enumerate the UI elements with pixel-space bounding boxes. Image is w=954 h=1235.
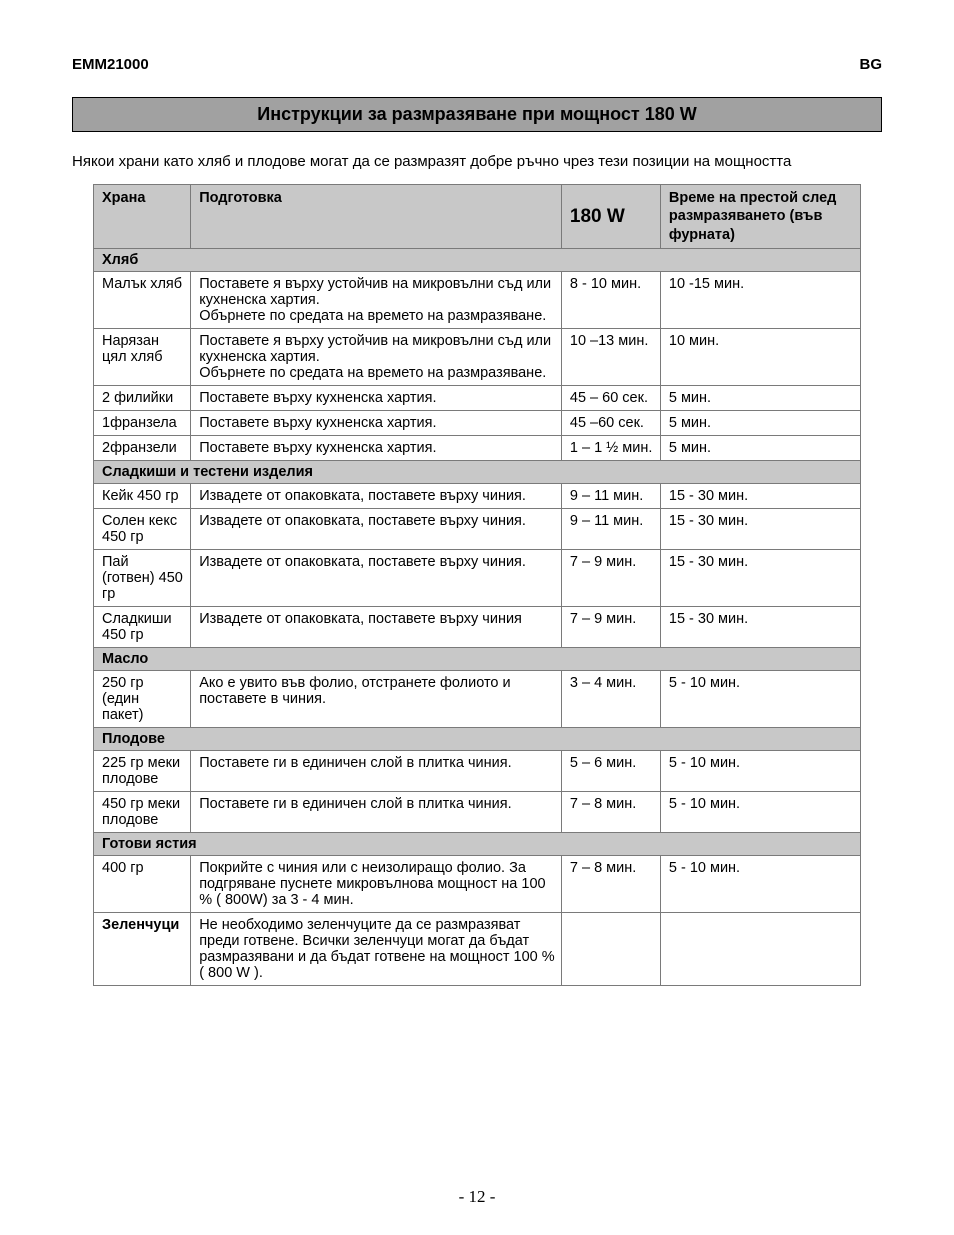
cell-stand: 15 - 30 мин. — [660, 606, 860, 647]
intro-text: Някои храни като хляб и плодове могат да… — [72, 152, 882, 172]
col-header-prep: Подготовка — [191, 185, 562, 248]
section-row: Плодове — [94, 727, 861, 750]
cell-stand: 5 мин. — [660, 410, 860, 435]
cell-power: 7 – 9 мин. — [561, 606, 660, 647]
cell-stand: 15 - 30 мин. — [660, 483, 860, 508]
cell-prep: Поставете върху кухненска хартия. — [191, 410, 562, 435]
cell-prep: Поставете я върху устойчив на микровълни… — [191, 271, 562, 328]
table-row: 1франзелаПоставете върху кухненска харти… — [94, 410, 861, 435]
cell-stand: 15 - 30 мин. — [660, 508, 860, 549]
cell-prep: Покрийте с чиния или с неизолиращо фолио… — [191, 855, 562, 912]
table-row: 2франзелиПоставете върху кухненска харти… — [94, 435, 861, 460]
cell-food: 450 гр меки плодове — [94, 791, 191, 832]
cell-food: Кейк 450 гр — [94, 483, 191, 508]
cell-power: 10 –13 мин. — [561, 328, 660, 385]
cell-power: 9 – 11 мин. — [561, 508, 660, 549]
col-header-food: Храна — [94, 185, 191, 248]
table-row: 225 гр меки плодовеПоставете ги в единич… — [94, 750, 861, 791]
table-row: Малък хлябПоставете я върху устойчив на … — [94, 271, 861, 328]
table-row: Сладкиши 450 грИзвадете от опаковката, п… — [94, 606, 861, 647]
cell-prep: Не необходимо зеленчуците да се размразя… — [191, 912, 562, 985]
cell-prep: Извадете от опаковката, поставете върху … — [191, 508, 562, 549]
cell-prep: Ако е увито във фолио, отстранете фолиот… — [191, 670, 562, 727]
cell-prep: Поставете върху кухненска хартия. — [191, 385, 562, 410]
cell-stand: 10 -15 мин. — [660, 271, 860, 328]
section-row: Сладкиши и тестени изделия — [94, 460, 861, 483]
section-title-cell: Масло — [94, 647, 861, 670]
page-number: - 12 - — [0, 1187, 954, 1207]
cell-stand: 15 - 30 мин. — [660, 549, 860, 606]
table-row: Нарязан цял хлябПоставете я върху устойч… — [94, 328, 861, 385]
cell-stand: 10 мин. — [660, 328, 860, 385]
cell-stand: 5 - 10 мин. — [660, 791, 860, 832]
lang-code: BG — [860, 56, 883, 73]
table-row: 2 филийкиПоставете върху кухненска харти… — [94, 385, 861, 410]
cell-power: 7 – 8 мин. — [561, 855, 660, 912]
cell-food: 225 гр меки плодове — [94, 750, 191, 791]
cell-stand: 5 мин. — [660, 385, 860, 410]
cell-prep: Поставете върху кухненска хартия. — [191, 435, 562, 460]
section-title-cell: Сладкиши и тестени изделия — [94, 460, 861, 483]
section-row: Готови ястия — [94, 832, 861, 855]
table-row: Пай (готвен) 450 грИзвадете от опаковкат… — [94, 549, 861, 606]
cell-power: 45 – 60 сек. — [561, 385, 660, 410]
cell-power: 5 – 6 мин. — [561, 750, 660, 791]
cell-power: 45 –60 сек. — [561, 410, 660, 435]
cell-food: 2франзели — [94, 435, 191, 460]
cell-stand: 5 - 10 мин. — [660, 670, 860, 727]
cell-prep: Извадете от опаковката, поставете върху … — [191, 549, 562, 606]
cell-prep: Поставете я върху устойчив на микровълни… — [191, 328, 562, 385]
table-row: 450 гр меки плодовеПоставете ги в единич… — [94, 791, 861, 832]
cell-stand: 5 мин. — [660, 435, 860, 460]
section-title-cell: Готови ястия — [94, 832, 861, 855]
cell-power: 9 – 11 мин. — [561, 483, 660, 508]
section-title: Инструкции за размразяване при мощност 1… — [72, 97, 882, 132]
table-row: Солен кекс 450 грИзвадете от опаковката,… — [94, 508, 861, 549]
cell-prep: Извадете от опаковката, поставете върху … — [191, 483, 562, 508]
table-row: ЗеленчуциНе необходимо зеленчуците да се… — [94, 912, 861, 985]
cell-power: 3 – 4 мин. — [561, 670, 660, 727]
table-row: 250 гр (един пакет)Ако е увито във фолио… — [94, 670, 861, 727]
cell-food: Нарязан цял хляб — [94, 328, 191, 385]
cell-food: Малък хляб — [94, 271, 191, 328]
table-row: Кейк 450 грИзвадете от опаковката, поста… — [94, 483, 861, 508]
section-title-cell: Хляб — [94, 248, 861, 271]
cell-stand: 5 - 10 мин. — [660, 855, 860, 912]
cell-food: 2 филийки — [94, 385, 191, 410]
section-row: Хляб — [94, 248, 861, 271]
cell-food: 250 гр (един пакет) — [94, 670, 191, 727]
page: EMM21000 BG Инструкции за размразяване п… — [0, 0, 954, 1235]
table-row: 400 грПокрийте с чиния или с неизолиращо… — [94, 855, 861, 912]
cell-food: 400 гр — [94, 855, 191, 912]
section-row: Масло — [94, 647, 861, 670]
cell-food: 1франзела — [94, 410, 191, 435]
section-title-cell: Плодове — [94, 727, 861, 750]
cell-power: 7 – 9 мин. — [561, 549, 660, 606]
cell-prep: Поставете ги в единичен слой в плитка чи… — [191, 791, 562, 832]
model-code: EMM21000 — [72, 56, 149, 73]
col-header-stand: Време на престой след размразяването (въ… — [660, 185, 860, 248]
cell-power: 1 – 1 ½ мин. — [561, 435, 660, 460]
cell-stand: 5 - 10 мин. — [660, 750, 860, 791]
cell-power: 8 - 10 мин. — [561, 271, 660, 328]
defrost-table: Храна Подготовка 180 W Време на престой … — [93, 184, 861, 985]
cell-prep: Поставете ги в единичен слой в плитка чи… — [191, 750, 562, 791]
cell-food: Солен кекс 450 гр — [94, 508, 191, 549]
cell-stand — [660, 912, 860, 985]
cell-food: Сладкиши 450 гр — [94, 606, 191, 647]
cell-prep: Извадете от опаковката, поставете върху … — [191, 606, 562, 647]
cell-food: Зеленчуци — [94, 912, 191, 985]
page-header: EMM21000 BG — [72, 56, 882, 73]
cell-power — [561, 912, 660, 985]
cell-power: 7 – 8 мин. — [561, 791, 660, 832]
cell-food: Пай (готвен) 450 гр — [94, 549, 191, 606]
col-header-power: 180 W — [561, 185, 660, 248]
